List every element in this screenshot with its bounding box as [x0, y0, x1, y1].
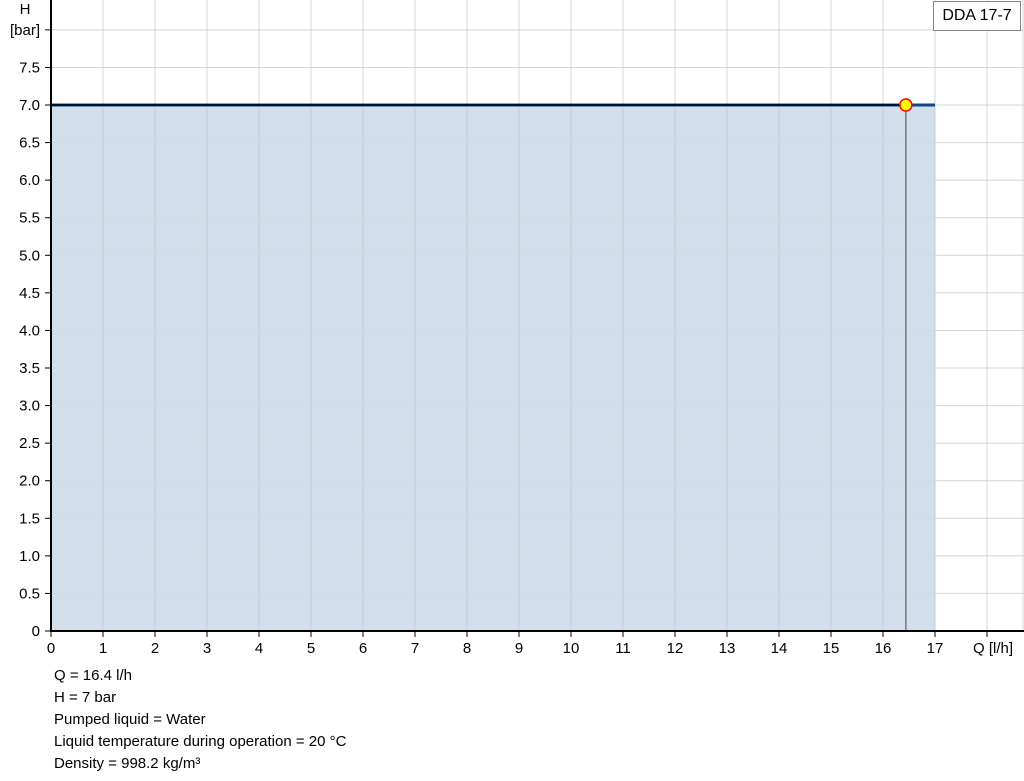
y-tick-label: 3.5 — [19, 360, 40, 377]
y-tick-label: 5.5 — [19, 210, 40, 227]
x-tick-label: 4 — [255, 640, 263, 657]
x-tick-label: 1 — [99, 640, 107, 657]
y-tick-label: 6.5 — [19, 135, 40, 152]
info-liquid: Pumped liquid = Water — [54, 711, 206, 728]
x-tick-label: 17 — [927, 640, 944, 657]
operating-info: Q = 16.4 l/h H = 7 bar Pumped liquid = W… — [54, 665, 346, 775]
x-tick-label: 7 — [411, 640, 419, 657]
x-tick-label: 11 — [615, 640, 631, 657]
y-tick-label: 0 — [32, 623, 40, 640]
x-tick-label: 3 — [203, 640, 211, 657]
y-tick-label: 7.5 — [19, 59, 40, 76]
legend-label: DDA 17-7 — [933, 1, 1021, 31]
y-tick-label: 2.5 — [19, 435, 40, 452]
curve-area — [51, 105, 935, 631]
y-tick-label: 1.5 — [19, 510, 40, 527]
x-tick-label: 16 — [875, 640, 892, 657]
info-head: H = 7 bar — [54, 689, 117, 706]
operating-point-marker — [899, 98, 913, 112]
y-tick-label: 1.0 — [19, 548, 40, 565]
x-tick-label: 5 — [307, 640, 315, 657]
info-density: Density = 998.2 kg/m³ — [54, 755, 201, 772]
x-axis-label: Q [l/h] — [973, 640, 1013, 657]
x-tick-label: 9 — [515, 640, 523, 657]
y-tick-label: 2.0 — [19, 473, 40, 490]
y-tick-label: 7.0 — [19, 97, 40, 114]
x-tick-label: 15 — [823, 640, 840, 657]
y-tick-label: 3.0 — [19, 398, 40, 415]
y-axis-label: H — [20, 1, 31, 18]
pump-curve-chart: 0 1 2 3 4 5 6 7 8 9 10 11 12 13 14 15 16 17 Q [l/h]00.51.0… — [10, 0, 1024, 657]
info-flow: Q = 16.4 l/h — [54, 667, 132, 684]
y-tick-label: 5.0 — [19, 247, 40, 264]
x-tick-label: 0 — [47, 640, 55, 657]
x-tick-label: 10 — [563, 640, 580, 657]
y-tick-label: 6.0 — [19, 172, 40, 189]
x-tick-label: 13 — [719, 640, 736, 657]
x-tick-label: 6 — [359, 640, 367, 657]
x-tick-label: 2 — [151, 640, 159, 657]
x-tick-label: 8 — [463, 640, 471, 657]
y-tick-label: 0.5 — [19, 585, 40, 602]
y-axis-unit: [bar] — [10, 22, 40, 39]
x-tick-label: 14 — [771, 640, 788, 657]
x-tick-label: 12 — [667, 640, 684, 657]
y-tick-label: 4.0 — [19, 322, 40, 339]
info-temperature: Liquid temperature during operation = 20… — [54, 733, 347, 750]
y-tick-label: 4.5 — [19, 285, 40, 302]
